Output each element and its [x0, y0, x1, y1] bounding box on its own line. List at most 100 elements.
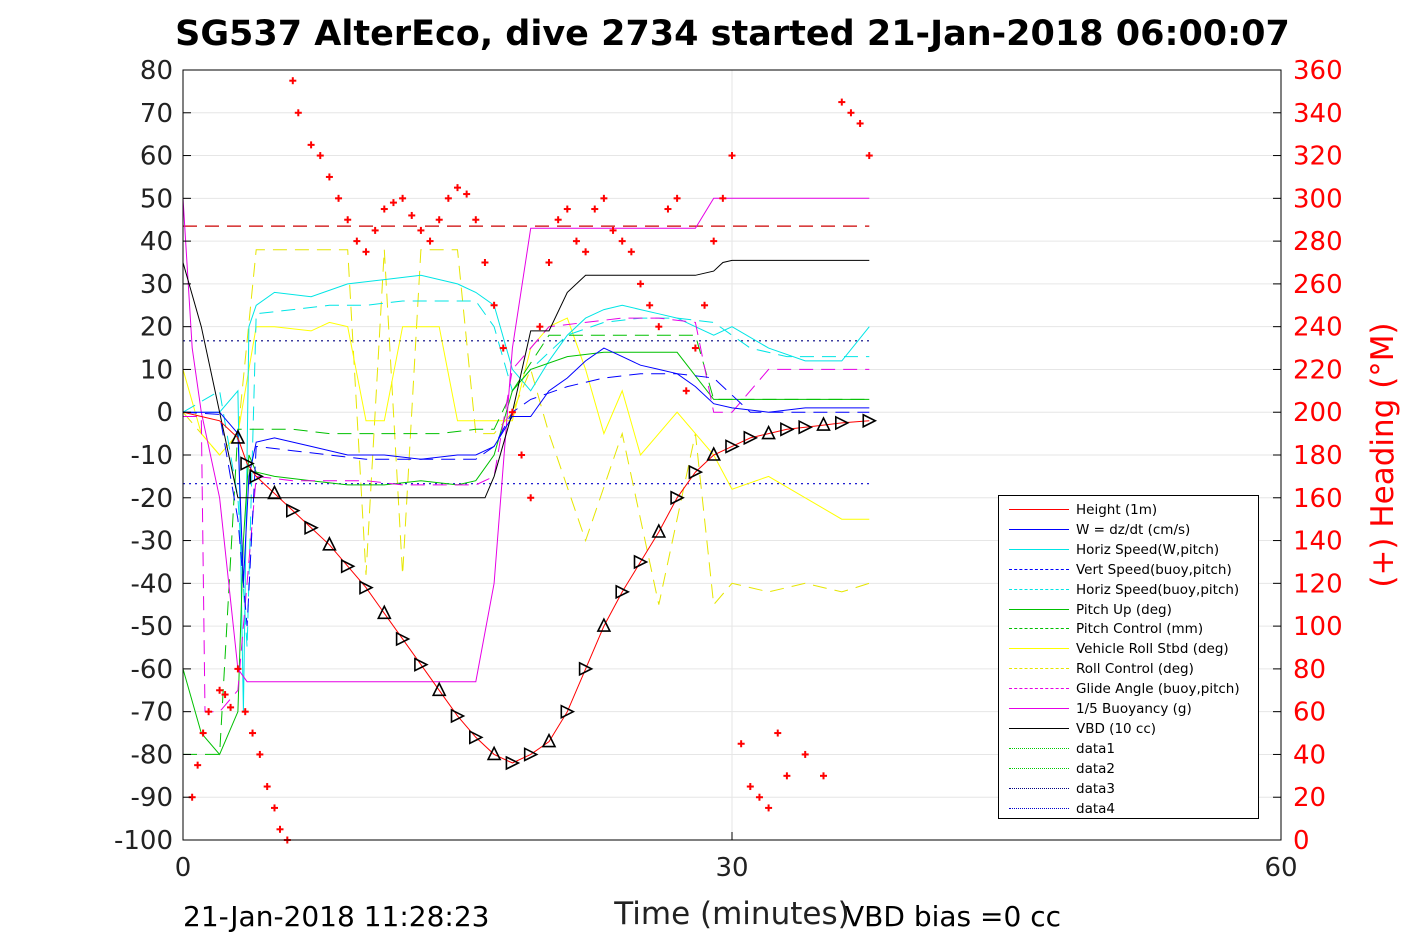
y-tick-label-right: 180	[1293, 441, 1343, 471]
legend-entry: data3	[999, 779, 1258, 799]
legend-label: 1/5 Buoyancy (g)	[1076, 701, 1192, 717]
height-marker	[450, 708, 466, 724]
height-marker	[560, 704, 576, 719]
heading-marker	[194, 761, 202, 769]
heading-marker	[646, 301, 654, 309]
heading-marker	[276, 825, 284, 833]
heading-marker	[591, 205, 599, 213]
heading-marker	[227, 703, 235, 711]
y-axis-label-right: (+) Heading (°M)	[1365, 322, 1401, 587]
y-tick-label-left: 20	[140, 313, 173, 343]
height-marker	[615, 584, 630, 600]
heading-marker	[325, 173, 333, 181]
y-tick-label-right: 120	[1293, 569, 1343, 599]
heading-marker	[199, 729, 207, 737]
heading-marker	[637, 280, 644, 288]
height-marker	[578, 661, 594, 677]
heading-marker	[618, 237, 626, 245]
heading-marker	[399, 194, 407, 202]
series-w	[183, 347, 870, 584]
heading-marker	[316, 152, 324, 160]
x-axis-label: Time (minutes)	[613, 896, 849, 932]
heading-marker	[856, 119, 864, 127]
y-tick-label-right: 220	[1293, 355, 1343, 385]
series-vehicle-roll	[182, 317, 870, 520]
height-marker	[249, 469, 264, 484]
series-height	[182, 411, 870, 764]
height-marker	[816, 416, 831, 431]
legend-swatch	[1009, 568, 1069, 570]
series-roll-control	[182, 249, 870, 606]
x-tick-label: 60	[1264, 853, 1297, 883]
x-tick-label: 0	[175, 853, 192, 883]
y-tick-label-left: 0	[156, 398, 173, 428]
legend-label: Pitch Control (mm)	[1076, 621, 1204, 638]
y-tick-label-left: -10	[131, 441, 173, 471]
height-marker	[395, 631, 411, 647]
series-pitch-control	[183, 334, 870, 755]
y-tick-label-left: -40	[131, 569, 173, 599]
heading-marker	[582, 248, 590, 256]
legend-entry: 1/5 Buoyancy (g)	[999, 699, 1258, 719]
heading-marker	[389, 199, 397, 207]
legend-swatch	[1009, 688, 1069, 690]
y-tick-label-right: 60	[1293, 698, 1326, 728]
heading-marker	[454, 184, 461, 192]
height-marker	[340, 558, 356, 574]
y-tick-label-left: -90	[131, 783, 173, 813]
heading-marker	[527, 494, 535, 502]
legend-label: Horiz Speed(W,pitch)	[1076, 541, 1220, 558]
heading-marker	[472, 216, 480, 224]
series-horiz-speed-w	[183, 274, 870, 712]
legend-entry: Vert Speed(buoy,pitch)	[999, 560, 1258, 580]
series-glide-angle	[183, 317, 870, 713]
y-tick-label-left: -70	[131, 698, 173, 728]
y-tick-label-right: 20	[1293, 783, 1326, 813]
y-tick-label-right: 80	[1293, 655, 1326, 685]
height-marker	[286, 503, 301, 518]
heading-marker	[746, 783, 754, 791]
heading-marker	[701, 301, 709, 309]
legend-label: Vert Speed(buoy,pitch)	[1076, 561, 1232, 578]
legend-entry: Pitch Up (deg)	[999, 600, 1258, 620]
heading-marker	[664, 205, 672, 213]
legend-label: Horiz Speed(buoy,pitch)	[1076, 581, 1240, 598]
y-tick-label-left: 70	[140, 99, 173, 129]
height-marker	[240, 456, 255, 471]
legend-swatch	[1009, 548, 1069, 550]
footer-vbd-bias: VBD bias =0 cc	[845, 900, 1061, 933]
heading-marker	[755, 793, 763, 801]
height-marker	[469, 730, 484, 745]
legend-entry: Pitch Control (mm)	[999, 619, 1258, 639]
y-tick-label-right: 160	[1293, 484, 1343, 514]
footer-timestamp: 21-Jan-2018 11:28:23	[183, 900, 490, 933]
legend-label: data3	[1076, 780, 1115, 797]
legend-entry: Height (1m)	[999, 500, 1258, 520]
heading-marker	[783, 772, 791, 780]
legend-entry: Horiz Speed(W,pitch)	[999, 540, 1258, 560]
height-marker	[835, 415, 850, 431]
height-marker	[230, 429, 246, 444]
heading-marker	[263, 783, 271, 791]
heading-marker	[271, 804, 278, 812]
x-tick-label: 30	[715, 853, 748, 883]
height-marker	[862, 413, 878, 429]
heading-marker	[673, 194, 681, 202]
heading-marker	[444, 194, 452, 202]
legend-label: Roll Control (deg)	[1076, 661, 1194, 678]
heading-marker	[289, 77, 297, 85]
legend-swatch	[1009, 727, 1069, 729]
heading-marker	[481, 259, 489, 266]
y-tick-label-right: 140	[1293, 527, 1343, 557]
heading-marker	[710, 237, 718, 245]
y-tick-label-left: -60	[131, 655, 173, 685]
heading-marker	[627, 248, 635, 256]
height-marker	[523, 747, 539, 762]
y-tick-label-right: 280	[1293, 227, 1343, 257]
y-tick-label-right: 200	[1293, 398, 1343, 428]
heading-marker	[774, 729, 782, 737]
heading-marker	[801, 750, 809, 758]
legend-swatch	[1009, 588, 1069, 590]
height-marker	[267, 484, 282, 500]
heading-marker	[426, 237, 434, 245]
